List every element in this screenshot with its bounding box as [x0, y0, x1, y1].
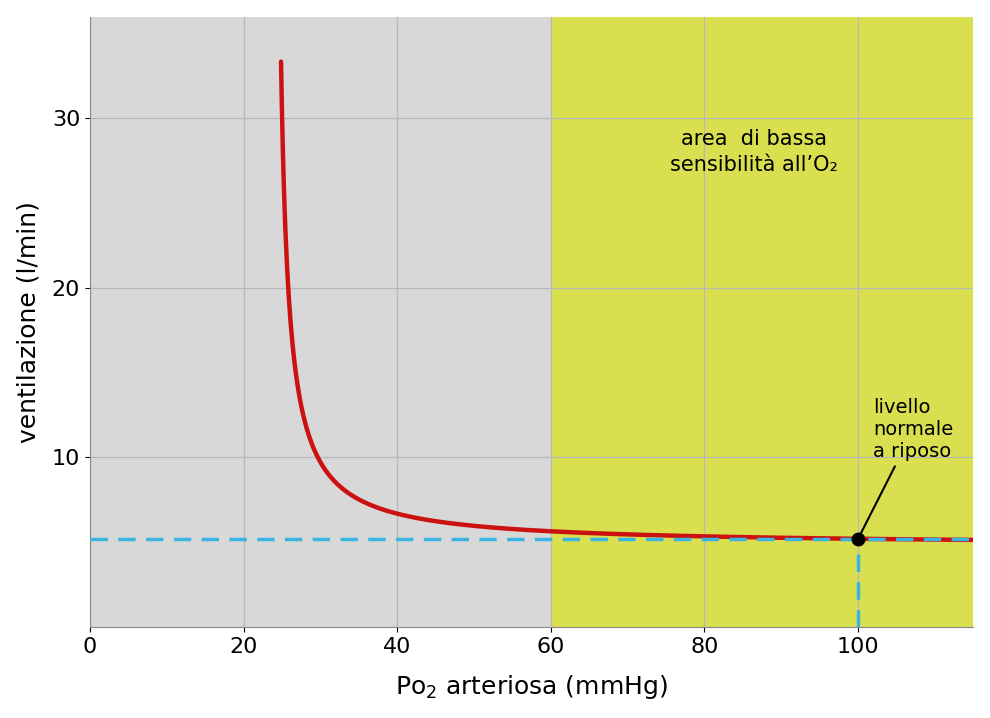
- Bar: [550, 17, 990, 627]
- X-axis label: Po$_2$ arteriosa (mmHg): Po$_2$ arteriosa (mmHg): [395, 673, 668, 701]
- Y-axis label: ventilazione (l/min): ventilazione (l/min): [17, 201, 41, 443]
- Text: livello
normale
a riposo: livello normale a riposo: [859, 398, 953, 536]
- Text: area  di bassa
sensibilità all’O₂: area di bassa sensibilità all’O₂: [669, 129, 838, 175]
